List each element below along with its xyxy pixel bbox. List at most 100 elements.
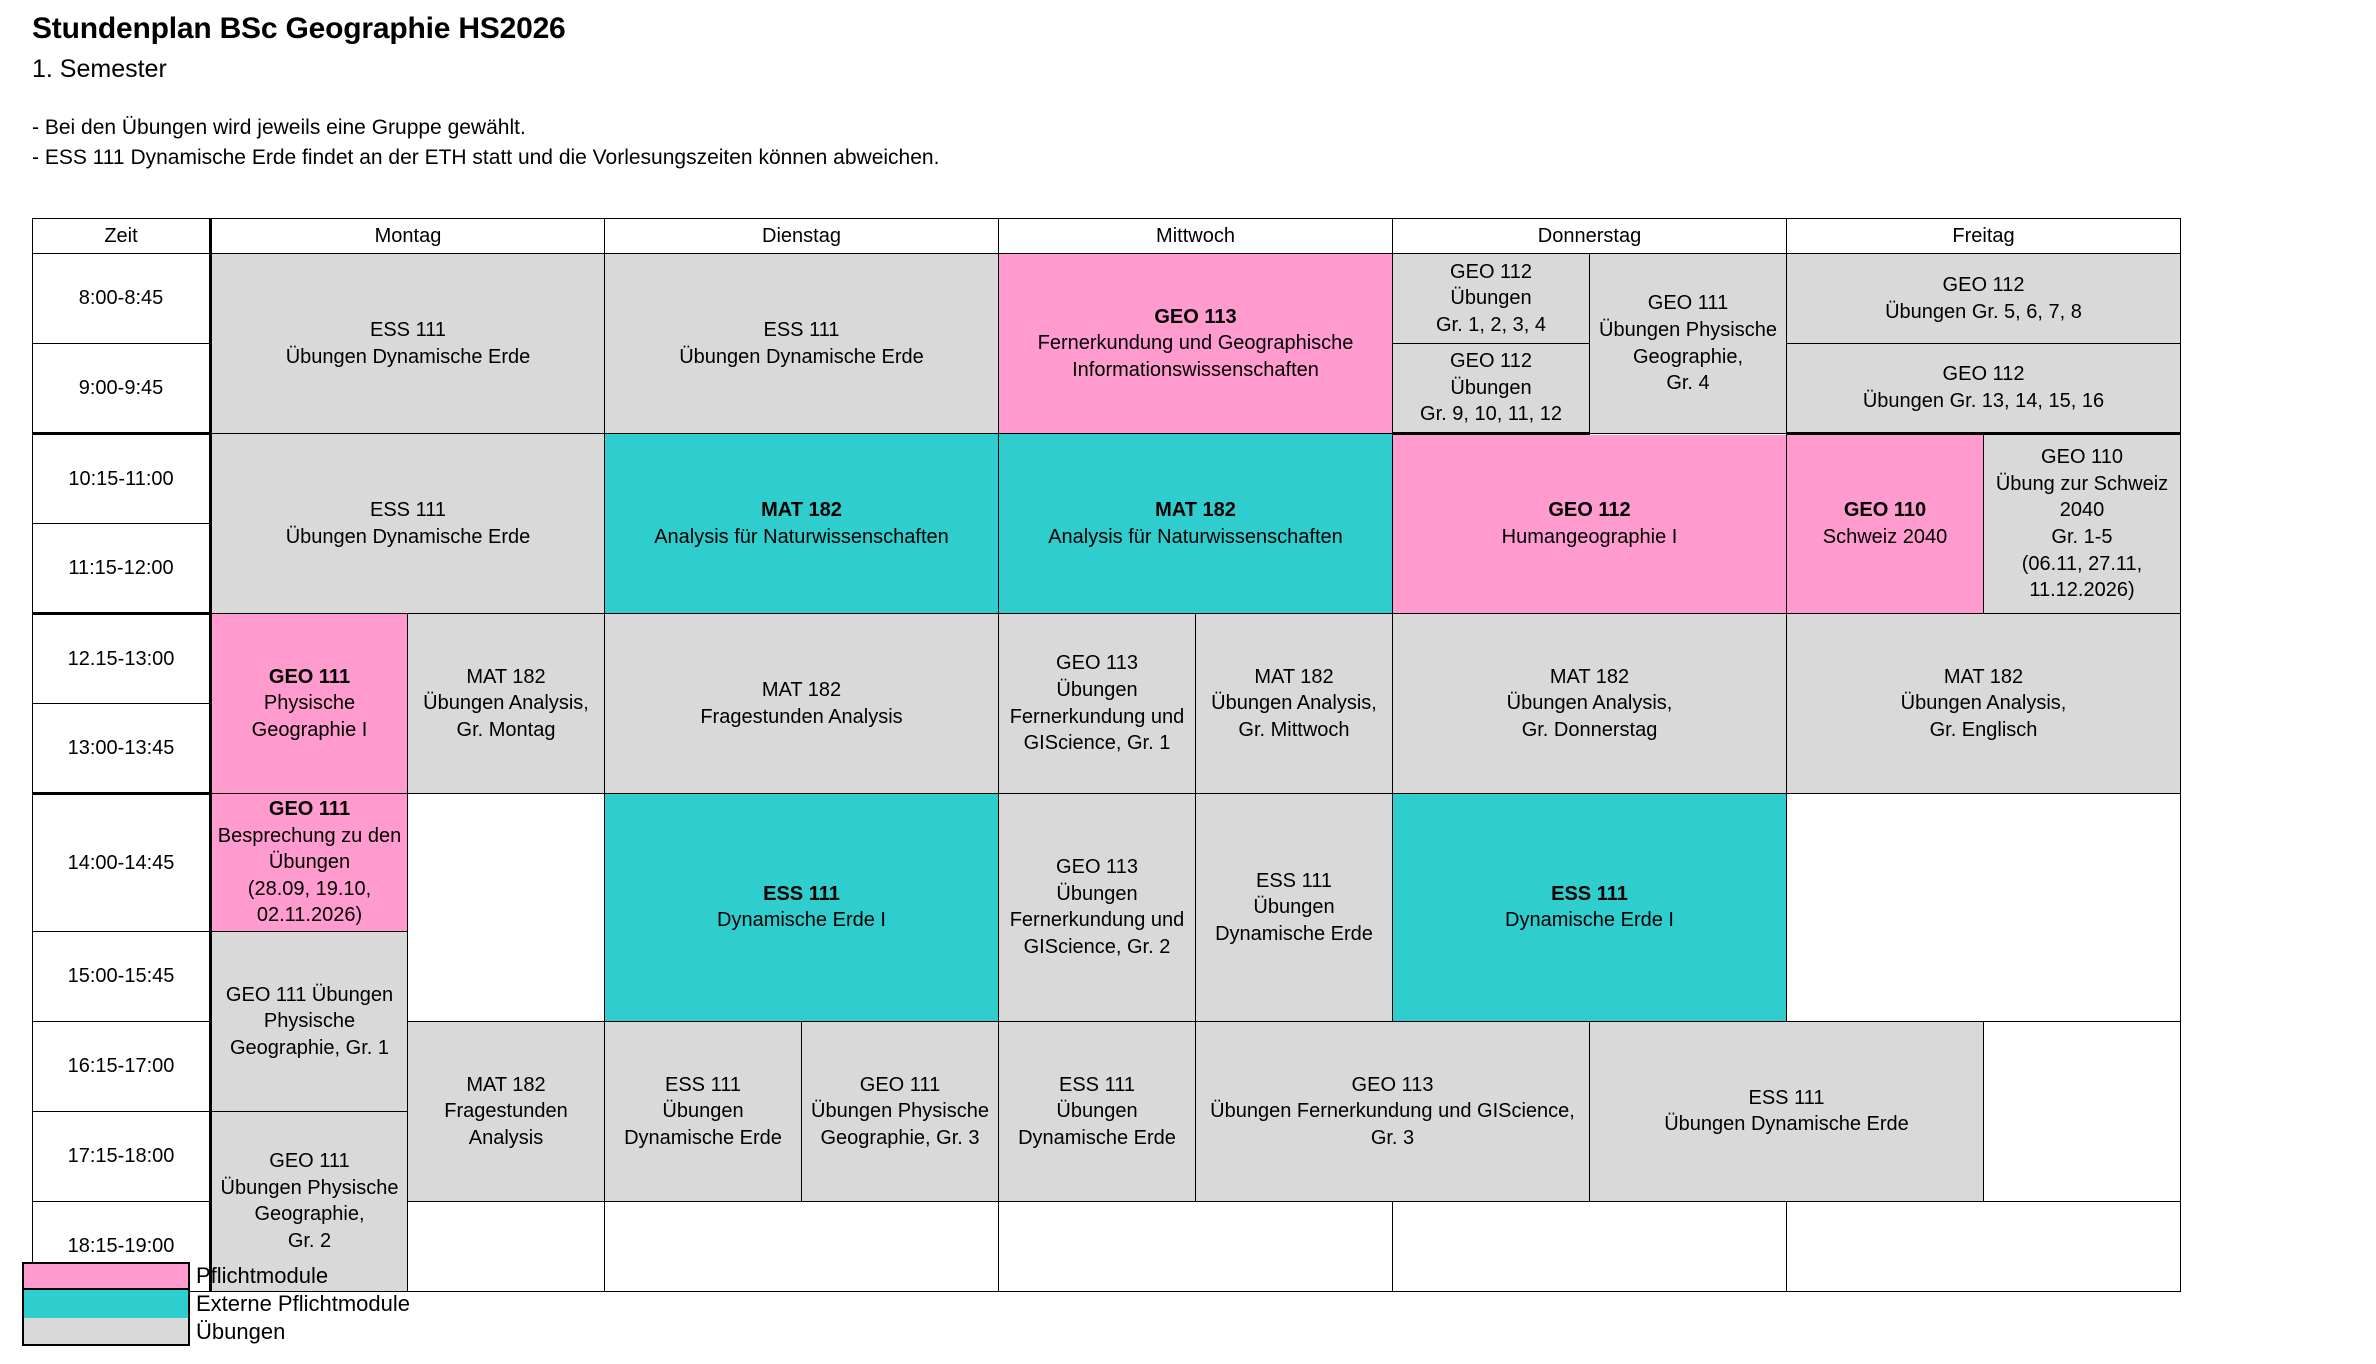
event-do-geo111-gr4[interactable]: GEO 111 Übungen Physische Geographie, Gr… [1589, 253, 1787, 434]
timetable-wrapper: Zeit Montag Dienstag Mittwoch Donnerstag… [32, 218, 2181, 1292]
event-line: Übungen Physische [811, 1100, 989, 1123]
event-mi-geo113[interactable]: GEO 113 Fernerkundung und Geographische … [998, 253, 1393, 434]
event-fr-geo112-gr13141516[interactable]: GEO 112 Übungen Gr. 13, 14, 15, 16 [1786, 343, 2181, 435]
event-line: GEO 112 [1450, 260, 1532, 283]
empty-cell [1392, 1200, 1787, 1292]
event-mo-ess111-am[interactable]: ESS 111 Übungen Dynamische Erde [210, 253, 605, 434]
event-do-ess111-uebung[interactable]: ESS 111 Übungen Dynamische Erde [1589, 1020, 1984, 1202]
legend-row-pflichtmodule: Pflichtmodule [22, 1262, 410, 1290]
time-label: 8:00-8:45 [32, 253, 212, 344]
event-line: Übungen [1056, 882, 1138, 905]
event-di-ess111-uebung[interactable]: ESS 111 Übungen Dynamische Erde [998, 1020, 1196, 1202]
header-row: Zeit Montag Dienstag Mittwoch Donnerstag… [32, 218, 2181, 254]
event-line: GIScience, Gr. 1 [1023, 732, 1171, 755]
event-title: ESS 111 [370, 498, 446, 521]
event-mi-ess111-uebung[interactable]: ESS 111 Übungen Dynamische Erde [1195, 793, 1393, 1022]
table-row: 9:00-9:45 GEO 112 Übungen Gr. 9, 10, 11,… [32, 343, 2181, 435]
event-line: MAT 182 [1943, 665, 2024, 688]
event-do-geo112-gr9101112[interactable]: GEO 112 Übungen Gr. 9, 10, 11, 12 [1392, 343, 1590, 435]
col-header-montag: Montag [210, 218, 605, 254]
event-mi-geo113-gr1[interactable]: GEO 113 Übungen Fernerkundung und GIScie… [998, 613, 1196, 794]
event-line: Geographie, Gr. 3 [820, 1126, 980, 1149]
event-line: Analysis für Naturwissenschaften [654, 525, 949, 548]
table-row: 11:15-12:00 [32, 523, 2181, 615]
event-line: Analysis [468, 1126, 544, 1149]
event-line: Übungen Dynamische Erde [285, 345, 531, 368]
event-line: Gr. 4 [1666, 372, 1710, 395]
event-di-mat182[interactable]: MAT 182 Analysis für Naturwissenschaften [604, 433, 999, 614]
table-row: 13:00-13:45 [32, 703, 2181, 795]
event-fr-geo110[interactable]: GEO 110 Schweiz 2040 [1786, 433, 1984, 614]
event-line: Übungen Gr. 5, 6, 7, 8 [1885, 300, 2082, 323]
event-line: Übungen Gr. 13, 14, 15, 16 [1862, 390, 2105, 412]
event-title: MAT 182 [761, 498, 842, 521]
event-line: Übungen [1253, 896, 1335, 919]
event-line: Geographie, [1632, 345, 1744, 368]
timetable-body: 8:00-8:45 ESS 111 Übungen Dynamische Erd… [32, 253, 2181, 1292]
time-label: 9:00-9:45 [32, 343, 212, 435]
event-line: Gr. Donnerstag [1521, 718, 1658, 741]
event-mo-mat182-uebung[interactable]: MAT 182 Übungen Analysis, Gr. Montag [407, 613, 605, 794]
event-line: MAT 182 [761, 678, 842, 701]
col-header-dienstag: Dienstag [604, 218, 999, 254]
event-fr-geo110-uebung[interactable]: GEO 110 Übung zur Schweiz 2040 Gr. 1-5 (… [1983, 433, 2181, 614]
empty-cell [998, 1200, 1393, 1292]
event-line: Übungen [1450, 287, 1532, 310]
event-line: ESS 111 [1059, 1073, 1135, 1096]
event-mo-ess111-mid[interactable]: ESS 111 Übungen Dynamische Erde [210, 433, 605, 614]
event-di-ess111-dynamische-erde[interactable]: ESS 111 Dynamische Erde I [604, 793, 999, 1022]
event-fr-geo112-gr5678[interactable]: GEO 112 Übungen Gr. 5, 6, 7, 8 [1786, 253, 2181, 344]
event-do-geo112-humangeo[interactable]: GEO 112 Humangeographie I [1392, 433, 1787, 614]
legend-label: Externe Pflichtmodule [196, 1291, 410, 1316]
event-mi-geo113-gr2[interactable]: GEO 113 Übungen Fernerkundung und GIScie… [998, 793, 1196, 1022]
event-title: GEO 113 [1154, 305, 1237, 328]
event-mo-geo111-gr2[interactable]: GEO 111 Übungen Physische Geographie, Gr… [210, 1110, 408, 1292]
time-label: 15:00-15:45 [32, 930, 212, 1022]
legend-row-externe-pflichtmodule: Externe Pflichtmodule [22, 1290, 410, 1318]
empty-cell [604, 1200, 999, 1292]
event-do-ess111-dynamische-erde[interactable]: ESS 111 Dynamische Erde I [1392, 793, 1787, 1022]
event-mi-mat182[interactable]: MAT 182 Analysis für Naturwissenschaften [998, 433, 1393, 614]
col-header-donnerstag: Donnerstag [1392, 218, 1787, 254]
event-fr-mat182-uebung[interactable]: MAT 182 Übungen Analysis, Gr. Englisch [1786, 613, 2181, 794]
event-line: 11.12.2026) [2029, 579, 2135, 602]
event-mo-geo111-besprechung[interactable]: GEO 111 Besprechung zu den Übungen (28.0… [210, 793, 408, 932]
event-line: Humangeographie I [1501, 526, 1678, 548]
event-di-mat182-fragestunden[interactable]: MAT 182 Fragestunden Analysis [604, 613, 999, 794]
page-title: Stundenplan BSc Geographie HS2026 [32, 12, 566, 45]
event-mo-mat182-fragestunden[interactable]: MAT 182 Fragestunden Analysis [407, 1020, 605, 1202]
event-line: Übungen Analysis, [1506, 692, 1673, 715]
notes-block: - Bei den Übungen wird jeweils eine Grup… [32, 113, 939, 174]
event-mo-geo111[interactable]: GEO 111 Physische Geographie I [210, 613, 408, 794]
event-title: GEO 111 [268, 798, 351, 820]
event-di-geo111-gr3[interactable]: GEO 111 Übungen Physische Geographie, Gr… [801, 1020, 999, 1202]
col-header-mittwoch: Mittwoch [998, 218, 1393, 254]
event-line: Besprechung zu den Übungen [217, 824, 402, 874]
event-line: GEO 113 [1056, 652, 1138, 675]
event-title: ESS 111 [1551, 882, 1628, 905]
event-do-geo112-gr1234[interactable]: GEO 112 Übungen Gr. 1, 2, 3, 4 [1392, 253, 1590, 344]
note-line: - Bei den Übungen wird jeweils eine Grup… [32, 116, 526, 139]
legend-label: Übungen [196, 1319, 286, 1344]
time-label: 10:15-11:00 [32, 433, 212, 524]
event-do-mat182-uebung[interactable]: MAT 182 Übungen Analysis, Gr. Donnerstag [1392, 613, 1787, 794]
event-mi-geo113-gr3[interactable]: GEO 113 Übungen Fernerkundung und GIScie… [1195, 1020, 1590, 1202]
event-mo-ess111-uebung[interactable]: ESS 111 Übungen Dynamische Erde [604, 1020, 802, 1202]
event-line: Dynamische Erde [1018, 1126, 1176, 1149]
empty-cell [407, 793, 605, 1022]
empty-cell [1983, 1020, 2181, 1202]
event-mo-geo111-gr1[interactable]: GEO 111 Übungen Physische Geographie, Gr… [210, 930, 408, 1112]
event-title: MAT 182 [1155, 498, 1236, 521]
event-line: 2040 [2059, 499, 2105, 522]
event-line: GEO 111 Übungen [225, 983, 394, 1006]
event-line: Fragestunden Analysis [700, 705, 903, 728]
event-line: Gr. 9, 10, 11, 12 [1420, 403, 1562, 426]
event-mi-mat182-uebung[interactable]: MAT 182 Übungen Analysis, Gr. Mittwoch [1195, 613, 1393, 794]
legend-swatch-uebungen [22, 1318, 190, 1346]
event-line: Dynamische Erde [624, 1126, 782, 1149]
time-label: 12.15-13:00 [32, 613, 212, 704]
table-row: 16:15-17:00 MAT 182 Fragestunden Analysi… [32, 1020, 2181, 1202]
event-line: Gr. 1-5 [2051, 526, 2113, 548]
event-line: Dynamische Erde I [1505, 909, 1674, 932]
event-di-ess111-am[interactable]: ESS 111 Übungen Dynamische Erde [604, 253, 999, 434]
